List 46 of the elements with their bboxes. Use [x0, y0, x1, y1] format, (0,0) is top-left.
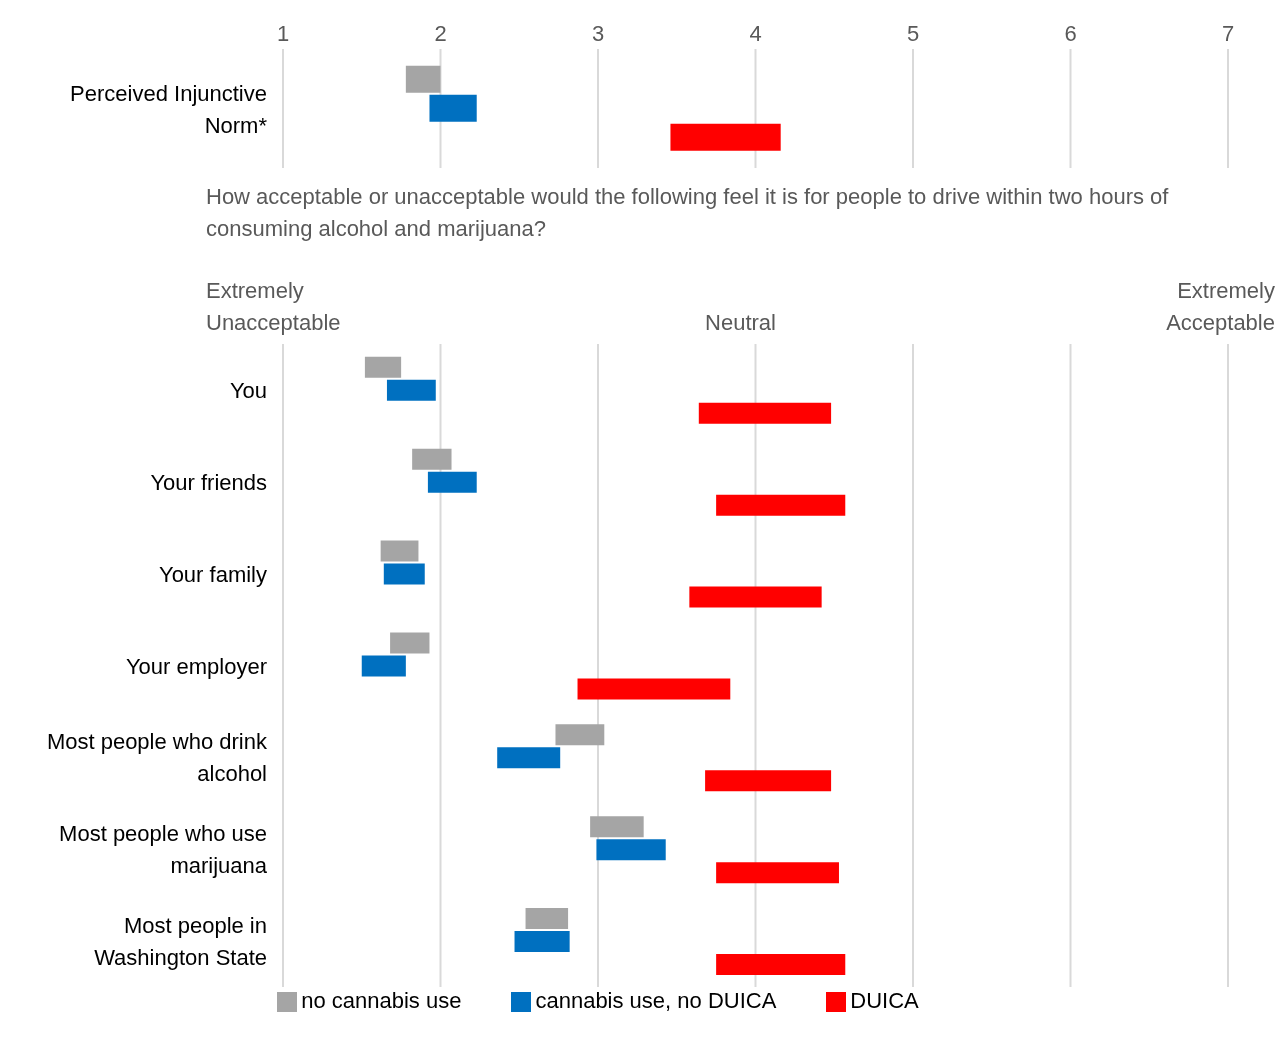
bar — [689, 586, 822, 608]
bar — [380, 540, 419, 562]
y-tick-label: Most people who use marijuana — [59, 820, 268, 878]
bar — [386, 379, 436, 401]
text: Extremely Unacceptable — [206, 277, 342, 337]
y-tick-label: Your employer — [125, 653, 267, 678]
bar — [525, 908, 569, 929]
y-tick-label: Your family — [158, 561, 267, 587]
bar — [405, 65, 441, 93]
y-tick-label: Most people who drink alcohol — [46, 728, 268, 786]
bar — [361, 655, 406, 677]
bar — [390, 632, 430, 654]
bar — [427, 471, 477, 493]
bar — [698, 402, 832, 424]
bar — [364, 356, 402, 378]
y-tick-label: Perceived Injunctive Norm* — [70, 80, 268, 137]
chart-title: How acceptable or unacceptable would the following feel it is for people to drive within two hours of consuming alcohol and marijuana? — [205, 183, 1170, 243]
bar — [412, 448, 452, 470]
legend-label: cannabis use, no DUICA — [535, 988, 777, 1013]
x-tick-label: 2 — [434, 21, 447, 46]
bar — [577, 678, 731, 700]
bar — [429, 94, 477, 122]
x-tick-label: 1 — [276, 21, 290, 46]
y-tick-label: You — [229, 377, 267, 403]
x-tick-label: 3 — [591, 21, 605, 46]
x-tick-label: 4 — [749, 21, 762, 46]
bar — [590, 816, 644, 838]
legend-label: no cannabis use — [301, 988, 462, 1013]
bar — [383, 563, 425, 585]
bar — [670, 123, 781, 151]
text: Neutral — [705, 309, 776, 337]
bar — [514, 931, 570, 952]
legend-label: DUICA — [850, 988, 919, 1013]
x-tick-label: 5 — [906, 21, 920, 46]
x-tick-label: 6 — [1064, 21, 1077, 46]
y-tick-label: Most people in Washington State — [94, 912, 267, 970]
bar — [716, 862, 839, 884]
text: Extremely Acceptable — [1165, 277, 1275, 337]
bar — [705, 770, 832, 792]
bar — [596, 839, 666, 861]
y-tick-label: Your friends — [150, 469, 267, 495]
bar — [716, 954, 846, 975]
bar — [716, 494, 846, 516]
bar — [497, 747, 561, 769]
x-tick-label: 7 — [1221, 21, 1235, 46]
bar — [555, 724, 605, 746]
